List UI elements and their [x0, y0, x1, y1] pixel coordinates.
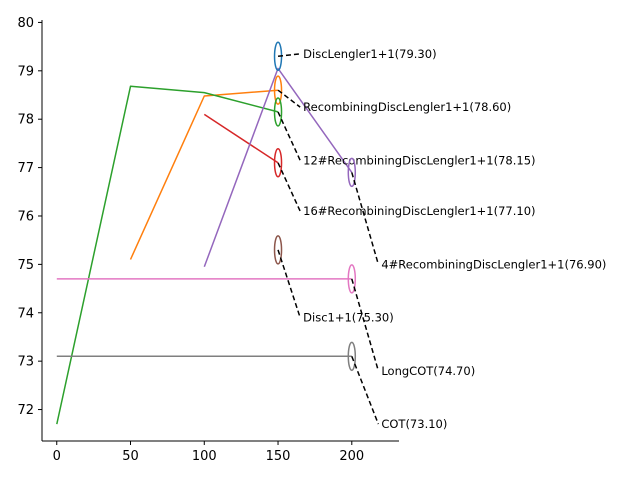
y-tick-label-4: 76 [17, 209, 34, 224]
annotation-leader-2 [277, 111, 301, 161]
annotation-label-1: RecombiningDiscLengler1+1(78.60) [303, 100, 511, 114]
series-line-1 [129, 89, 279, 260]
y-tick-label-1: 73 [17, 355, 34, 370]
y-tick-label-5: 77 [17, 161, 34, 176]
highlight-marker-3 [273, 148, 283, 178]
annotation-leader-1 [277, 89, 301, 108]
annotation-label-6: LongCOT(74.70) [381, 364, 475, 378]
y-tick-label-8: 80 [17, 16, 34, 31]
annotation-label-2: 12#RecombiningDiscLengler1+1(78.15) [303, 153, 535, 167]
x-tick-label-3: 150 [266, 449, 291, 464]
annotation-leader-5 [277, 249, 301, 318]
series-line-4 [203, 67, 353, 268]
x-tick-label-0: 0 [53, 449, 61, 464]
highlight-marker-5 [273, 235, 283, 265]
highlight-marker-4 [347, 157, 357, 188]
annotation-label-4: 4#RecombiningDiscLengler1+1(76.90) [381, 257, 606, 271]
series-line-2 [56, 85, 279, 425]
highlight-marker-1 [273, 75, 283, 105]
annotation-leader-0 [277, 53, 301, 58]
annotation-leader-7 [351, 356, 380, 425]
highlight-marker-7 [347, 341, 357, 372]
x-tick-label-4: 200 [339, 449, 364, 464]
annotation-label-3: 16#RecombiningDiscLengler1+1(77.10) [303, 204, 535, 218]
y-tick-label-2: 74 [17, 306, 34, 321]
plot-area [56, 67, 353, 425]
axes: 0 50 100 150 200 72 73 74 75 76 77 78 79 80 [17, 16, 399, 464]
annotations: DiscLengler1+1(79.30) RecombiningDiscLeng… [273, 41, 606, 431]
y-tick-label-3: 75 [17, 258, 34, 273]
y-tick-label-0: 72 [17, 403, 34, 418]
annotation-label-5: Disc1+1(75.30) [303, 311, 394, 325]
annotation-leader-4 [351, 172, 380, 265]
annotation-label-0: DiscLengler1+1(79.30) [303, 47, 436, 61]
annotation-leader-3 [277, 162, 301, 212]
series-line-3 [203, 113, 279, 164]
y-tick-label-6: 78 [17, 113, 34, 128]
x-tick-label-1: 50 [122, 449, 139, 464]
x-tick-label-2: 100 [192, 449, 217, 464]
annotation-label-7: COT(73.10) [381, 417, 447, 431]
highlight-marker-6 [347, 264, 357, 294]
highlight-marker-2 [273, 97, 283, 127]
y-tick-label-7: 79 [17, 64, 34, 79]
